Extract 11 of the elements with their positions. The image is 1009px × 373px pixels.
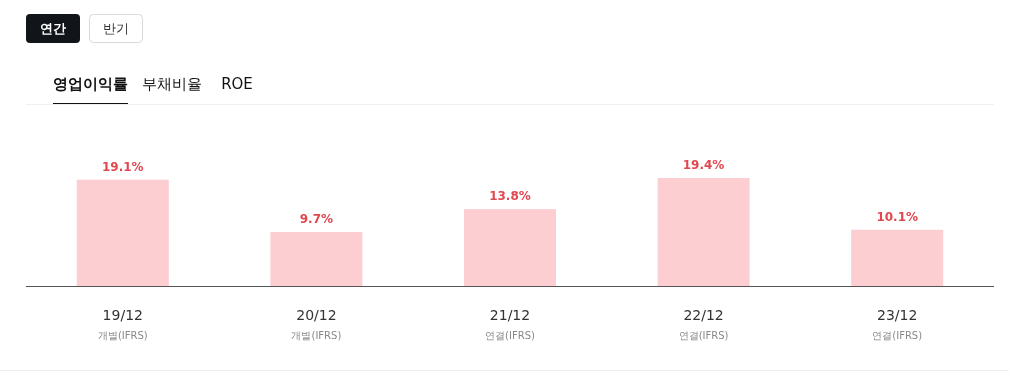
data-label: 19.1% xyxy=(101,159,144,174)
x-tick-label: 23/12 연결(IFRS) xyxy=(872,307,923,341)
data-label: 19.4% xyxy=(682,158,725,172)
x-tick-label: 22/12 연결(IFRS) xyxy=(678,307,729,341)
data-label: 9.7% xyxy=(299,212,334,226)
controls: 연간 반기 영업이익률 부채비율 ROE xyxy=(26,14,253,105)
data-label: 13.8% xyxy=(489,189,531,204)
x-tick-label: 19/12 개별(IFRS) xyxy=(97,307,148,341)
x-tick-label: 20/12 개별(IFRS) xyxy=(291,307,342,341)
x-tick-label: 21/12 연결(IFRS) xyxy=(485,307,535,341)
data-label: 10.1% xyxy=(876,209,919,224)
